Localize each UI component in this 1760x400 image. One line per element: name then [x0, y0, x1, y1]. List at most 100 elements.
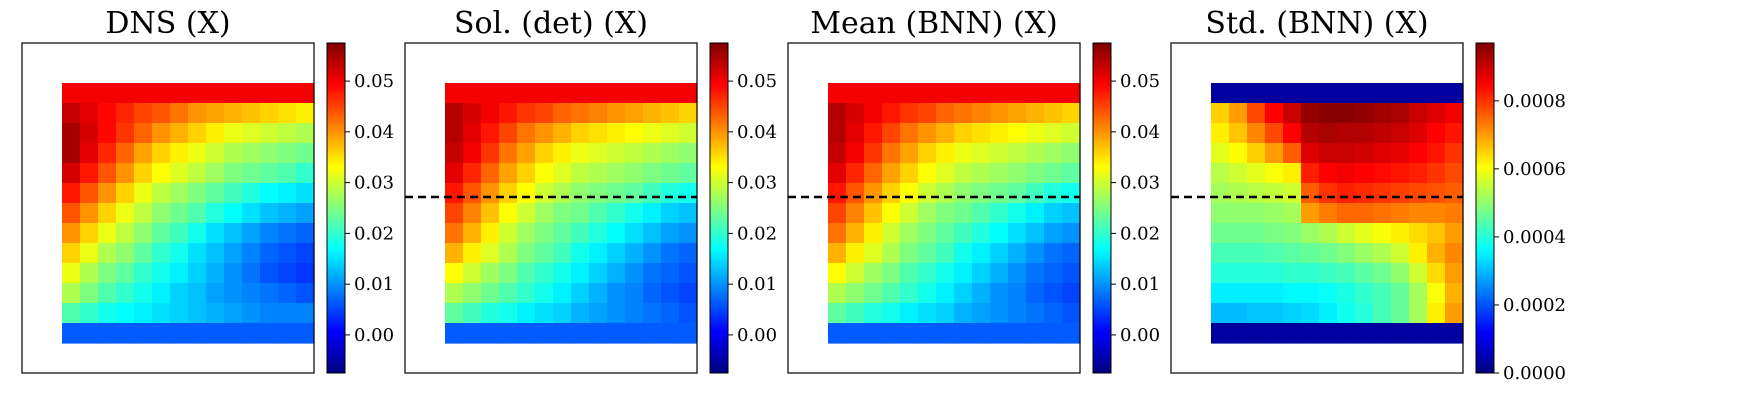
colorbar-tick-label: 0.02	[1120, 223, 1160, 244]
heatmap-cell	[864, 243, 883, 264]
heatmap-cell	[1319, 203, 1338, 224]
heatmap-cell	[1373, 143, 1392, 164]
heatmap-cell	[134, 163, 153, 184]
heatmap-cell	[900, 303, 919, 324]
heatmap-cell	[170, 243, 189, 264]
heatmap-cell	[918, 203, 937, 224]
heatmap-cell	[152, 243, 171, 264]
heatmap-cell	[134, 243, 153, 264]
heatmap-cell	[643, 263, 662, 284]
heatmap-cell	[954, 83, 973, 104]
heatmap-cell	[1373, 163, 1392, 184]
heatmap-cell	[1319, 83, 1338, 104]
colorbar	[1092, 42, 1112, 374]
heatmap-cell	[278, 183, 297, 204]
heatmap-cell	[1229, 123, 1248, 144]
heatmap-cell	[1062, 323, 1081, 344]
heatmap-cell	[1409, 203, 1428, 224]
heatmap-cell	[499, 83, 518, 104]
heatmap-cell	[242, 163, 261, 184]
heatmap-cell	[535, 183, 554, 204]
heatmap-cell	[1427, 283, 1446, 304]
heatmap-cell	[1008, 183, 1027, 204]
heatmap-cell	[206, 243, 225, 264]
heatmap-cell	[1247, 323, 1266, 344]
heatmap-cell	[296, 203, 315, 224]
heatmap-cell	[828, 83, 847, 104]
heatmap-cell	[1301, 303, 1320, 324]
colorbar-tick-label: 0.00	[354, 325, 394, 346]
heatmap-cell	[607, 143, 626, 164]
heatmap-cell	[445, 143, 464, 164]
heatmap-cell	[553, 103, 572, 124]
heatmap-cell	[463, 183, 482, 204]
heatmap-cell	[972, 263, 991, 284]
heatmap-cell	[499, 203, 518, 224]
heatmap-cell	[1337, 283, 1356, 304]
heatmap-cell	[643, 163, 662, 184]
heatmap-cell	[188, 123, 207, 144]
heatmap-cell	[224, 283, 243, 304]
heatmap-cell	[571, 203, 590, 224]
heatmap-cell	[589, 143, 608, 164]
heatmap-cell	[463, 243, 482, 264]
heatmap-cell	[607, 243, 626, 264]
heatmap-cell	[499, 303, 518, 324]
heatmap-cell	[80, 323, 99, 344]
heatmap-cell	[589, 163, 608, 184]
heatmap-cell	[517, 263, 536, 284]
heatmap-cell	[1008, 283, 1027, 304]
heatmap-cell	[80, 83, 99, 104]
heatmap-cell	[1355, 263, 1374, 284]
heatmap-cell	[1409, 143, 1428, 164]
heatmap-cell	[499, 183, 518, 204]
heatmap-cell	[643, 183, 662, 204]
heatmap-cell	[463, 303, 482, 324]
heatmap-cell	[864, 323, 883, 344]
heatmap-cell	[170, 323, 189, 344]
heatmap-cell	[1427, 183, 1446, 204]
heatmap-cell	[1445, 203, 1464, 224]
heatmap-cell	[206, 303, 225, 324]
heatmap-cell	[260, 83, 279, 104]
heatmap-cell	[517, 243, 536, 264]
heatmap-cell	[1247, 283, 1266, 304]
heatmap-cell	[224, 323, 243, 344]
heatmap-cell	[445, 203, 464, 224]
heatmap-cell	[1319, 303, 1338, 324]
heatmap-cell	[80, 103, 99, 124]
heatmap-cell	[1409, 83, 1428, 104]
heatmap-cell	[936, 303, 955, 324]
colorbar-tick-label: 0.03	[1120, 173, 1160, 194]
heatmap-cell	[643, 303, 662, 324]
heatmap-cell	[152, 143, 171, 164]
heatmap-cell	[170, 163, 189, 184]
heatmap-cell	[296, 183, 315, 204]
heatmap-cell	[1427, 203, 1446, 224]
heatmap-cell	[954, 243, 973, 264]
heatmap-cell	[463, 103, 482, 124]
heatmap-cell	[278, 303, 297, 324]
heatmap-cell	[152, 223, 171, 244]
heatmap-cell	[918, 303, 937, 324]
heatmap-cell	[1427, 263, 1446, 284]
colorbar-tick-label: 0.04	[737, 122, 777, 143]
heatmap-cell	[517, 183, 536, 204]
heatmap-cell	[1265, 243, 1284, 264]
heatmap-cell	[206, 203, 225, 224]
heatmap-cell	[1044, 303, 1063, 324]
heatmap-cell	[463, 143, 482, 164]
heatmap-cell	[517, 203, 536, 224]
heatmap-cell	[242, 263, 261, 284]
heatmap-cell	[517, 143, 536, 164]
heatmap-cell	[918, 83, 937, 104]
heatmap-cell	[918, 123, 937, 144]
heatmap-cell	[260, 203, 279, 224]
heatmap-cell	[80, 203, 99, 224]
heatmap-cell	[535, 163, 554, 184]
heatmap-cell	[1211, 83, 1230, 104]
heatmap-cell	[260, 303, 279, 324]
heatmap-cell	[499, 263, 518, 284]
heatmap-cell	[1026, 183, 1045, 204]
